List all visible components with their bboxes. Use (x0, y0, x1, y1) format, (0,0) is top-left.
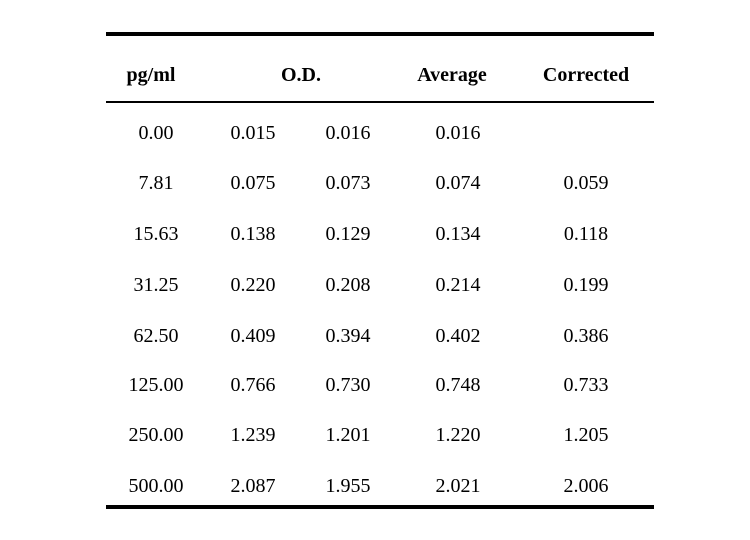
table-top-rule (106, 32, 654, 36)
cell-od-1: 0.409 (230, 325, 276, 347)
cell-od-2: 0.016 (325, 122, 371, 144)
cell-concentration: 500.00 (128, 475, 184, 497)
cell-concentration: 15.63 (133, 223, 179, 245)
cell-average: 0.214 (435, 274, 481, 296)
header-corrected: Corrected (542, 64, 630, 86)
cell-corrected: 0.733 (563, 374, 609, 396)
cell-concentration: 0.00 (138, 122, 174, 144)
cell-od-1: 2.087 (230, 475, 276, 497)
cell-concentration: 250.00 (128, 424, 184, 446)
cell-od-2: 0.073 (325, 172, 371, 194)
cell-corrected: 2.006 (563, 475, 609, 497)
cell-average: 0.016 (435, 122, 481, 144)
cell-average: 0.074 (435, 172, 481, 194)
cell-od-1: 0.138 (230, 223, 276, 245)
cell-average: 0.748 (435, 374, 481, 396)
cell-od-2: 0.208 (325, 274, 371, 296)
header-average: Average (417, 64, 487, 86)
cell-concentration: 125.00 (128, 374, 184, 396)
cell-od-2: 1.955 (325, 475, 371, 497)
cell-average: 0.134 (435, 223, 481, 245)
table-bottom-rule (106, 505, 654, 509)
cell-od-2: 0.730 (325, 374, 371, 396)
cell-od-2: 0.129 (325, 223, 371, 245)
header-concentration: pg/ml (126, 64, 176, 86)
cell-od-1: 1.239 (230, 424, 276, 446)
cell-average: 1.220 (435, 424, 481, 446)
data-table: pg/ml O.D. Average Corrected 0.00 0.015 0.… (106, 32, 654, 510)
cell-od-1: 0.075 (230, 172, 276, 194)
cell-corrected: 0.199 (563, 274, 609, 296)
cell-average: 0.402 (435, 325, 481, 347)
cell-concentration: 31.25 (133, 274, 179, 296)
cell-corrected: 0.059 (563, 172, 609, 194)
cell-od-1: 0.766 (230, 374, 276, 396)
cell-od-1: 0.015 (230, 122, 276, 144)
cell-corrected: 0.386 (563, 325, 609, 347)
cell-od-1: 0.220 (230, 274, 276, 296)
header-od: O.D. (281, 64, 321, 86)
cell-od-2: 0.394 (325, 325, 371, 347)
cell-average: 2.021 (435, 475, 481, 497)
cell-corrected: 1.205 (563, 424, 609, 446)
table-header-rule (106, 101, 654, 103)
cell-concentration: 7.81 (138, 172, 174, 194)
cell-corrected: 0.118 (563, 223, 609, 245)
cell-od-2: 1.201 (325, 424, 371, 446)
cell-concentration: 62.50 (133, 325, 179, 347)
